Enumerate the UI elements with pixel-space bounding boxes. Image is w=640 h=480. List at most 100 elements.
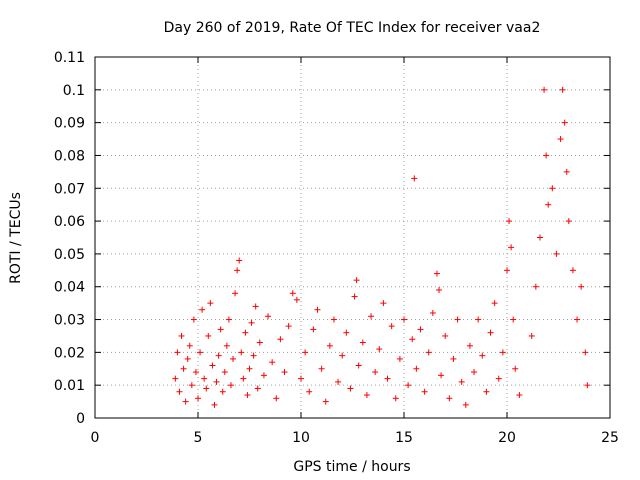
data-point <box>302 349 309 356</box>
data-point <box>433 270 440 277</box>
data-point <box>269 359 276 366</box>
data-point <box>351 293 358 300</box>
data-point <box>252 303 259 310</box>
data-point <box>483 388 490 395</box>
y-tick-label: 0.01 <box>54 378 85 394</box>
data-point <box>285 323 292 330</box>
data-point <box>186 342 193 349</box>
data-point <box>205 332 212 339</box>
data-point <box>335 378 342 385</box>
data-point <box>372 369 379 376</box>
data-point <box>384 375 391 382</box>
data-point <box>578 283 585 290</box>
chart-title: Day 260 of 2019, Rate Of TEC Index for r… <box>164 20 541 36</box>
data-point <box>466 342 473 349</box>
data-point <box>438 372 445 379</box>
data-point <box>310 326 317 333</box>
data-point <box>277 336 284 343</box>
data-point <box>565 218 572 225</box>
data-point <box>172 375 179 382</box>
data-point <box>184 355 191 362</box>
data-point <box>442 332 449 339</box>
data-point <box>353 277 360 284</box>
data-point <box>363 392 370 399</box>
data-point <box>293 296 300 303</box>
data-point <box>250 352 257 359</box>
data-point <box>543 152 550 159</box>
data-point <box>178 332 185 339</box>
data-point <box>450 355 457 362</box>
data-point <box>396 355 403 362</box>
data-point <box>195 395 201 402</box>
data-point <box>563 168 570 175</box>
data-point <box>238 349 245 356</box>
y-tick-label: 0.03 <box>54 313 85 329</box>
y-tick-label: 0.04 <box>54 280 85 296</box>
data-point <box>475 316 482 323</box>
data-point <box>188 382 195 389</box>
data-point <box>213 378 220 385</box>
data-point <box>536 234 543 241</box>
data-point <box>506 218 513 225</box>
y-axis-label: ROTI / TECUs <box>8 192 24 284</box>
data-point <box>405 382 412 389</box>
data-point <box>225 316 232 323</box>
data-point <box>227 382 234 389</box>
y-tick-label: 0.11 <box>54 50 85 66</box>
x-tick-label: 0 <box>91 430 100 446</box>
data-point <box>219 388 226 395</box>
data-point <box>217 326 224 333</box>
data-point <box>569 267 576 274</box>
data-point <box>479 352 486 359</box>
data-point <box>512 365 519 372</box>
data-point <box>487 329 494 336</box>
grid <box>95 57 610 418</box>
data-point <box>330 316 337 323</box>
data-point <box>359 339 366 346</box>
y-tick-label: 0.1 <box>63 83 85 99</box>
y-tick-label: 0.07 <box>54 181 85 197</box>
data-point <box>221 369 228 376</box>
y-tick-label: 0.09 <box>54 116 85 132</box>
data-point <box>491 300 498 307</box>
data-point <box>236 257 243 264</box>
x-tick-label: 20 <box>498 430 516 446</box>
data-point <box>281 369 288 376</box>
data-point <box>582 349 589 356</box>
data-point <box>192 369 199 376</box>
data-point <box>240 375 247 382</box>
data-point <box>421 388 428 395</box>
data-point <box>246 365 253 372</box>
data-point <box>256 339 263 346</box>
data-point <box>207 300 214 307</box>
data-point <box>215 352 222 359</box>
data-point <box>260 372 267 379</box>
data-point <box>223 342 230 349</box>
data-point <box>197 349 204 356</box>
data-point <box>425 349 432 356</box>
data-point <box>176 388 183 395</box>
data-point <box>549 185 556 192</box>
data-point <box>201 375 208 382</box>
axis-ticks: 0 5 10 15 20 25 0 0.01 0.02 0.03 0.04 0.05 0.06 0.07 0… <box>54 50 619 446</box>
data-point <box>458 378 465 385</box>
data-point <box>242 329 249 336</box>
data-point <box>545 201 552 208</box>
data-point <box>454 316 461 323</box>
data-point <box>392 395 399 402</box>
data-point <box>199 306 206 313</box>
data-point <box>499 349 506 356</box>
data-point <box>401 316 407 323</box>
data-point <box>508 244 515 251</box>
data-point <box>528 332 535 339</box>
data-point <box>429 309 436 316</box>
data-point <box>174 349 181 356</box>
data-point <box>230 355 237 362</box>
data-point <box>209 362 216 369</box>
data-point <box>462 401 469 408</box>
data-point <box>446 395 453 402</box>
data-point <box>541 86 548 93</box>
data-point <box>248 319 255 326</box>
data-point <box>559 86 566 93</box>
data-point <box>265 313 272 320</box>
